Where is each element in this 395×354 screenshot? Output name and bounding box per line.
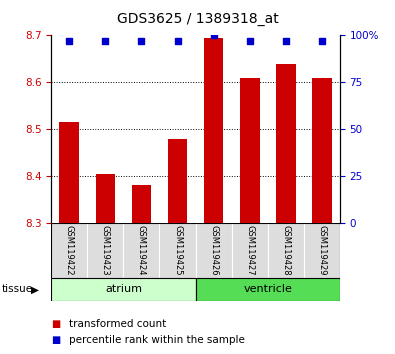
Bar: [96, 174, 115, 223]
Point: [174, 38, 181, 44]
Text: GDS3625 / 1389318_at: GDS3625 / 1389318_at: [117, 12, 278, 27]
Text: GSM119424: GSM119424: [137, 225, 146, 275]
Point: [138, 38, 145, 44]
Bar: [51, 278, 196, 301]
Bar: [204, 38, 224, 223]
Text: GSM119427: GSM119427: [245, 225, 254, 275]
Bar: [196, 223, 231, 278]
Bar: [87, 223, 123, 278]
Point: [282, 38, 289, 44]
Point: [246, 38, 253, 44]
Bar: [160, 223, 196, 278]
Text: transformed count: transformed count: [69, 319, 166, 329]
Text: tissue: tissue: [2, 284, 33, 295]
Bar: [51, 223, 87, 278]
Point: [211, 33, 217, 38]
Text: ■: ■: [51, 319, 60, 329]
Bar: [276, 63, 295, 223]
Bar: [132, 185, 151, 223]
Point: [102, 38, 109, 44]
Bar: [167, 138, 187, 223]
Text: GSM119422: GSM119422: [65, 225, 74, 275]
Text: GSM119428: GSM119428: [281, 225, 290, 275]
Bar: [231, 223, 267, 278]
Text: GSM119423: GSM119423: [101, 225, 110, 275]
Text: atrium: atrium: [105, 284, 142, 295]
Bar: [267, 223, 304, 278]
Text: ▶: ▶: [31, 284, 39, 295]
Point: [66, 38, 73, 44]
Text: percentile rank within the sample: percentile rank within the sample: [69, 335, 245, 345]
Text: GSM119426: GSM119426: [209, 225, 218, 275]
Text: ventricle: ventricle: [243, 284, 292, 295]
Bar: [60, 122, 79, 223]
Bar: [240, 78, 260, 223]
Bar: [304, 223, 340, 278]
Text: GSM119429: GSM119429: [317, 225, 326, 275]
Bar: [312, 78, 331, 223]
Bar: [196, 278, 340, 301]
Point: [318, 38, 325, 44]
Bar: [123, 223, 160, 278]
Text: ■: ■: [51, 335, 60, 345]
Text: GSM119425: GSM119425: [173, 225, 182, 275]
